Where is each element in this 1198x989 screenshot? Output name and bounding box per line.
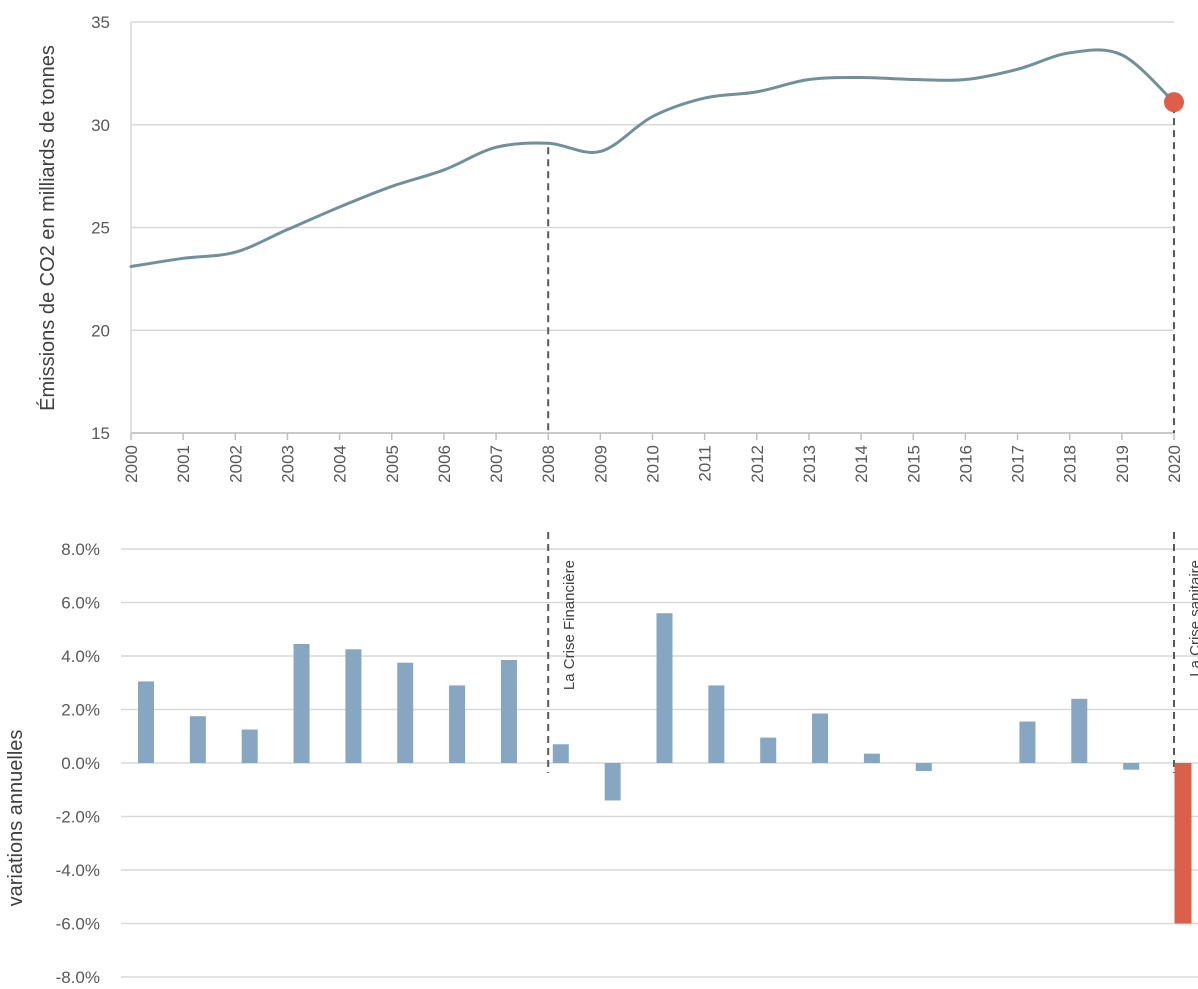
variation-bar-2017: [1019, 721, 1036, 763]
top-x-tick-label: 2018: [1061, 445, 1080, 483]
bottom-reference-lines: [547, 532, 1175, 773]
top-x-tick-label: 2014: [852, 445, 871, 483]
top-x-tick-label: 2003: [278, 445, 297, 483]
top-x-tick-label: 2012: [748, 445, 767, 483]
top-y-tick-label: 25: [91, 219, 110, 238]
bottom-y-axis-ticks: 8.0% 6.0% 4.0% 2.0% 0.0% -2.0% -4.0% -6.0% -8.0%: [56, 540, 100, 987]
bottom-y-tick-label: -4.0%: [56, 861, 100, 880]
top-x-tick-label: 2016: [956, 445, 975, 483]
top-y-tick-label: 35: [91, 13, 110, 32]
top-x-tick-label: 2000: [122, 445, 141, 483]
variation-bar-2005: [397, 662, 414, 763]
variation-bars: [138, 613, 1192, 924]
bottom-y-axis-label: variations annuelles: [5, 730, 27, 907]
top-y-tick-label: 15: [91, 424, 110, 443]
variation-bar-2004: [345, 649, 362, 763]
bottom-y-tick-label: -8.0%: [56, 968, 100, 984]
bottom-y-tick-label: -6.0%: [56, 915, 100, 934]
variation-bar-2011: [708, 685, 725, 763]
variation-bar-2001: [189, 716, 206, 763]
top-reference-lines: [547, 106, 1175, 433]
variation-bar-2013: [812, 713, 829, 763]
top-x-tick-label: 2013: [800, 445, 819, 483]
highlight-point-2020: [1164, 92, 1184, 113]
annotation-2020: La Crise sanitaire: [1187, 560, 1198, 677]
variation-bar-2018: [1071, 698, 1088, 763]
top-x-tick-label: 2009: [591, 445, 610, 483]
variation-bar-2007: [500, 660, 517, 763]
top-x-tick-label: 2005: [383, 445, 402, 483]
top-x-tick-label: 2017: [1009, 445, 1028, 483]
top-gridlines: [130, 21, 1174, 434]
bottom-y-tick-label: 0.0%: [61, 754, 100, 773]
emissions-line: [129, 48, 1176, 269]
variation-bar-2012: [760, 737, 777, 763]
top-x-tick-label: 2011: [696, 445, 715, 482]
variation-bar-2019: [1123, 763, 1140, 770]
variation-bar-2006: [449, 685, 466, 763]
top-x-tick-label: 2010: [644, 445, 663, 483]
variation-bar-2010: [656, 613, 673, 763]
variation-bar-2020: [1174, 763, 1192, 924]
top-x-axis-ticks: 2000 2001 2002 2003 2004 2005 2006 2007 2008 2009…: [122, 433, 1184, 483]
top-y-tick-label: 30: [91, 116, 110, 135]
emissions-points: [1164, 92, 1184, 113]
top-x-tick-label: 2004: [331, 445, 350, 483]
variation-bar-2009: [604, 763, 621, 801]
top-x-tick-label: 2007: [487, 445, 506, 483]
top-y-axis-label: Émissions de CO2 en milliards de tonnes: [36, 45, 59, 411]
variation-bar-2002: [241, 729, 258, 763]
bottom-annotations: La Crise Financière La Crise sanitaire: [561, 560, 1198, 690]
bottom-y-tick-label: 8.0%: [61, 540, 100, 559]
top-x-tick-label: 2006: [435, 445, 454, 483]
variation-bar-2014: [863, 753, 880, 763]
bottom-y-tick-label: -2.0%: [56, 808, 100, 827]
top-x-tick-label: 2002: [226, 445, 245, 483]
bottom-y-tick-label: 2.0%: [61, 701, 100, 720]
top-y-axis-ticks: 15 20 25 30 35: [91, 13, 110, 443]
variation-bar-2003: [293, 643, 310, 763]
top-x-tick-label: 2008: [539, 445, 558, 483]
variation-bar-2008: [552, 744, 569, 763]
top-x-tick-label: 2015: [904, 445, 923, 483]
variation-bar-2015: [915, 763, 932, 772]
top-x-tick-label: 2020: [1165, 445, 1184, 483]
top-y-tick-label: 20: [91, 321, 110, 340]
bottom-y-tick-label: 4.0%: [61, 647, 100, 666]
top-x-tick-label: 2019: [1113, 445, 1132, 483]
annual-variation-bar-chart: 8.0% 6.0% 4.0% 2.0% 0.0% -2.0% -4.0% -6.0% -8.0%…: [5, 532, 1198, 987]
annotation-2008: La Crise Financière: [561, 560, 578, 690]
bottom-y-tick-label: 6.0%: [61, 594, 100, 613]
top-x-tick-label: 2001: [174, 445, 193, 483]
variation-bar-2000: [138, 681, 154, 763]
